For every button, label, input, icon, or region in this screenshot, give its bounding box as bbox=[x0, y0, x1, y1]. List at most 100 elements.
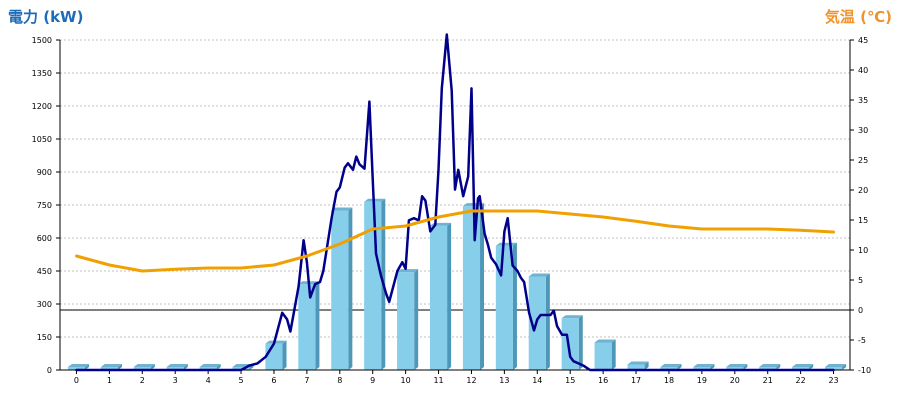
right-tick-label: -5 bbox=[858, 336, 866, 345]
x-tick-label: 7 bbox=[304, 376, 309, 385]
bar bbox=[100, 367, 118, 370]
x-tick-label: 23 bbox=[828, 376, 838, 385]
right-tick-label: 15 bbox=[858, 216, 868, 225]
right-tick-label: 10 bbox=[858, 246, 868, 255]
x-tick-label: 15 bbox=[565, 376, 575, 385]
x-tick-label: 19 bbox=[697, 376, 707, 385]
bar-side bbox=[677, 364, 682, 370]
right-tick-label: 45 bbox=[858, 36, 868, 45]
bar bbox=[364, 201, 382, 370]
bar-side bbox=[414, 269, 419, 370]
power-line bbox=[75, 33, 835, 372]
right-tick-label: 0 bbox=[858, 306, 863, 315]
left-tick-label: 450 bbox=[37, 267, 52, 276]
bar bbox=[298, 284, 316, 370]
right-tick-label: 40 bbox=[858, 66, 868, 75]
x-tick-label: 3 bbox=[173, 376, 178, 385]
bar-side bbox=[315, 281, 320, 370]
bar-top bbox=[133, 364, 155, 367]
bar-top bbox=[397, 269, 419, 273]
temperature-line bbox=[75, 209, 835, 273]
left-tick-label: 750 bbox=[37, 201, 52, 210]
x-tick-label: 16 bbox=[598, 376, 608, 385]
bar-top bbox=[100, 364, 122, 367]
bar bbox=[627, 364, 645, 370]
bar-top bbox=[660, 364, 682, 367]
right-tick-label: -10 bbox=[858, 366, 871, 375]
bar bbox=[429, 225, 448, 370]
bar-side bbox=[710, 364, 715, 370]
bar-top bbox=[265, 340, 287, 344]
bar-top bbox=[199, 364, 221, 367]
bar-top bbox=[528, 273, 550, 277]
x-tick-label: 20 bbox=[730, 376, 740, 385]
bar bbox=[232, 367, 250, 370]
bar-side bbox=[85, 364, 90, 370]
x-tick-label: 21 bbox=[763, 376, 773, 385]
bar bbox=[166, 367, 184, 370]
bar-side bbox=[117, 364, 122, 370]
x-tick-label: 6 bbox=[271, 376, 276, 385]
x-tick-label: 11 bbox=[433, 376, 443, 385]
bar-side bbox=[480, 203, 485, 370]
right-tick-label: 35 bbox=[858, 96, 868, 105]
bar-top bbox=[726, 364, 748, 367]
right-tick-label: 5 bbox=[858, 276, 863, 285]
bar-top bbox=[331, 207, 353, 211]
bar bbox=[462, 206, 481, 370]
x-tick-label: 13 bbox=[499, 376, 509, 385]
x-tick-label: 12 bbox=[466, 376, 476, 385]
left-tick-label: 150 bbox=[37, 333, 52, 342]
x-tick-label: 2 bbox=[140, 376, 145, 385]
bar bbox=[726, 367, 744, 370]
bar-top bbox=[166, 364, 188, 367]
left-tick-label: 1050 bbox=[32, 135, 52, 144]
bar bbox=[331, 210, 349, 370]
bar bbox=[824, 367, 843, 370]
bar-side bbox=[183, 364, 188, 370]
x-tick-label: 10 bbox=[401, 376, 411, 385]
bar-side bbox=[743, 364, 748, 370]
bar-side bbox=[348, 207, 353, 370]
bar bbox=[133, 367, 151, 370]
bar-top bbox=[594, 339, 616, 343]
left-tick-label: 900 bbox=[37, 168, 52, 177]
bar-top bbox=[759, 364, 781, 367]
bar-top bbox=[792, 364, 814, 367]
bar-side bbox=[842, 364, 847, 370]
bar-side bbox=[545, 273, 550, 370]
left-tick-label: 300 bbox=[37, 300, 52, 309]
left-tick-label: 1500 bbox=[32, 36, 52, 45]
bar-side bbox=[512, 242, 517, 370]
left-tick-label: 1200 bbox=[32, 102, 52, 111]
right-axis-title: 気温 (℃) bbox=[824, 8, 892, 26]
x-tick-label: 0 bbox=[74, 376, 79, 385]
left-tick-label: 600 bbox=[37, 234, 52, 243]
bar-side bbox=[150, 364, 155, 370]
bar-side bbox=[216, 364, 221, 370]
bar-side bbox=[809, 364, 814, 370]
x-tick-label: 18 bbox=[664, 376, 674, 385]
bar bbox=[693, 367, 711, 370]
x-tick-label: 14 bbox=[532, 376, 542, 385]
left-axis-title: 電力 (kW) bbox=[8, 8, 84, 26]
right-tick-label: 20 bbox=[858, 186, 868, 195]
bar-side bbox=[611, 339, 616, 370]
bar bbox=[759, 367, 777, 370]
x-tick-label: 5 bbox=[238, 376, 243, 385]
bar bbox=[67, 367, 86, 370]
bar-side bbox=[776, 364, 781, 370]
right-tick-label: 30 bbox=[858, 126, 868, 135]
bar-top bbox=[67, 364, 90, 367]
left-tick-label: 0 bbox=[47, 366, 52, 375]
x-tick-label: 9 bbox=[370, 376, 375, 385]
x-tick-label: 22 bbox=[796, 376, 806, 385]
bar-side bbox=[282, 340, 287, 370]
bar bbox=[561, 318, 579, 370]
right-tick-label: 25 bbox=[858, 156, 868, 165]
left-tick-label: 1350 bbox=[32, 69, 52, 78]
x-tick-label: 8 bbox=[337, 376, 342, 385]
x-tick-label: 4 bbox=[206, 376, 211, 385]
bar bbox=[792, 367, 810, 370]
